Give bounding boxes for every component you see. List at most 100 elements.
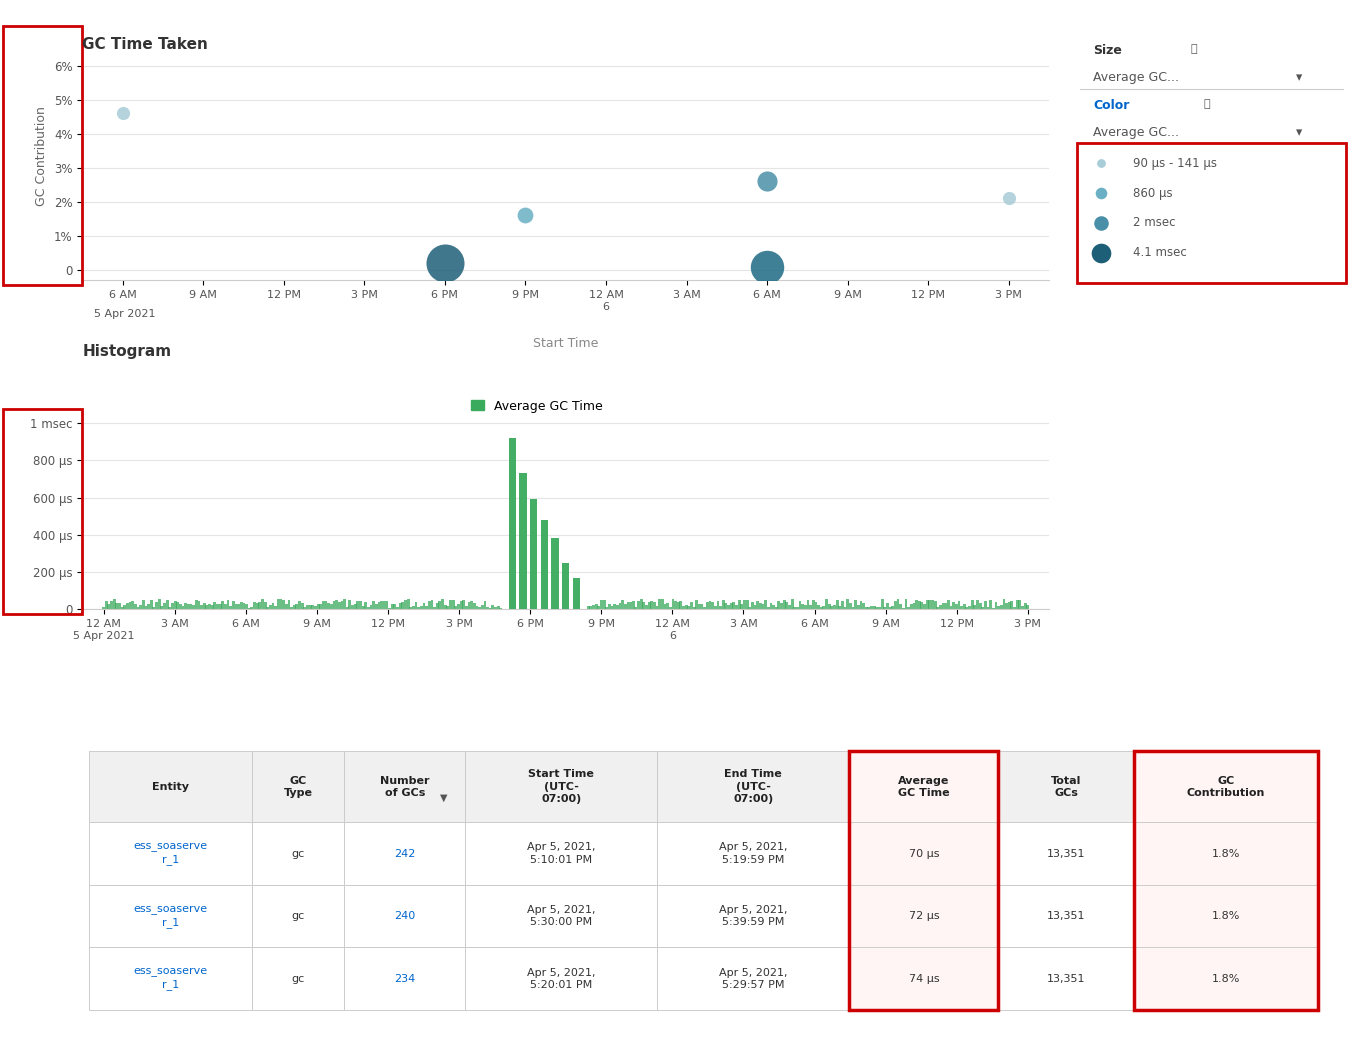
Text: Apr 5, 2021,
5:30:00 PM: Apr 5, 2021, 5:30:00 PM (526, 905, 595, 927)
Bar (1010, 602, 1013, 609)
Bar (828, 604, 831, 609)
Bar (245, 604, 248, 609)
Bar (772, 605, 775, 609)
Bar (496, 607, 499, 609)
Bar (126, 604, 129, 609)
Bar (849, 751, 998, 823)
Point (514, 208, 536, 224)
Text: 13,351: 13,351 (1046, 974, 1086, 984)
Bar (240, 603, 243, 609)
Bar (520, 474, 526, 609)
Bar (657, 823, 849, 885)
Bar (211, 605, 214, 609)
Bar (857, 605, 860, 609)
Bar (266, 607, 269, 609)
Bar (258, 602, 262, 609)
Bar (137, 607, 140, 609)
Bar (285, 604, 288, 609)
Bar (171, 604, 174, 609)
Bar (888, 607, 891, 609)
Bar (439, 601, 441, 609)
Bar (174, 602, 177, 609)
Bar (337, 602, 341, 609)
Bar (441, 599, 444, 609)
Bar (181, 606, 185, 609)
Bar (683, 606, 686, 609)
Bar (993, 608, 995, 609)
Bar (367, 607, 370, 609)
Text: Entity: Entity (152, 782, 189, 792)
Bar (410, 607, 413, 609)
Text: 5 Apr 2021: 5 Apr 2021 (93, 309, 155, 319)
Bar (147, 604, 149, 609)
Bar (823, 606, 825, 609)
Bar (923, 605, 925, 609)
Bar (971, 599, 973, 609)
Point (757, 173, 779, 190)
Text: ⓘ: ⓘ (1190, 44, 1197, 53)
Bar (868, 607, 871, 609)
Bar (760, 603, 762, 609)
Bar (624, 605, 627, 609)
Bar (1005, 604, 1008, 609)
Bar (735, 606, 738, 609)
Bar (252, 947, 344, 1010)
Text: 90 μs - 141 μs: 90 μs - 141 μs (1132, 157, 1216, 170)
Point (757, 258, 779, 275)
Bar (997, 606, 999, 609)
Bar (343, 599, 345, 609)
Bar (206, 606, 208, 609)
Bar (314, 606, 317, 609)
Bar (598, 606, 600, 609)
Bar (902, 608, 905, 609)
Bar (658, 599, 661, 609)
Bar (640, 599, 643, 609)
Bar (727, 605, 729, 609)
Bar (797, 607, 799, 609)
Bar (280, 599, 282, 609)
Bar (391, 604, 393, 609)
Bar (954, 605, 958, 609)
Bar (643, 603, 646, 609)
Bar (291, 607, 293, 609)
Bar (647, 602, 650, 609)
Text: 72 μs: 72 μs (909, 911, 939, 921)
Bar (330, 604, 333, 609)
Bar (1002, 599, 1005, 609)
Bar (849, 603, 851, 609)
Bar (180, 604, 182, 609)
Bar (274, 606, 277, 609)
Bar (838, 606, 842, 609)
Bar (950, 606, 953, 609)
Text: gc: gc (292, 911, 304, 921)
Bar (968, 606, 971, 609)
Bar (724, 603, 728, 609)
Text: 860 μs: 860 μs (1132, 187, 1172, 199)
Point (1090, 215, 1112, 232)
Bar (761, 604, 765, 609)
Bar (653, 602, 655, 609)
Bar (712, 603, 714, 609)
Bar (454, 606, 457, 609)
Bar (141, 599, 145, 609)
Bar (89, 751, 252, 823)
Text: End Time
(UTC-
07:00): End Time (UTC- 07:00) (724, 769, 781, 804)
Bar (962, 604, 965, 609)
Bar (657, 751, 849, 823)
Bar (399, 603, 402, 609)
Bar (894, 602, 897, 609)
Bar (672, 599, 675, 609)
Bar (169, 607, 171, 609)
Bar (627, 602, 629, 609)
Bar (749, 607, 751, 609)
Bar (738, 601, 740, 609)
Bar (979, 603, 982, 609)
Bar (998, 751, 1134, 823)
Bar (189, 604, 192, 609)
Bar (132, 601, 134, 609)
Bar (629, 603, 632, 609)
Bar (757, 602, 760, 609)
Bar (248, 608, 251, 609)
Bar (684, 605, 688, 609)
Bar (957, 601, 960, 609)
